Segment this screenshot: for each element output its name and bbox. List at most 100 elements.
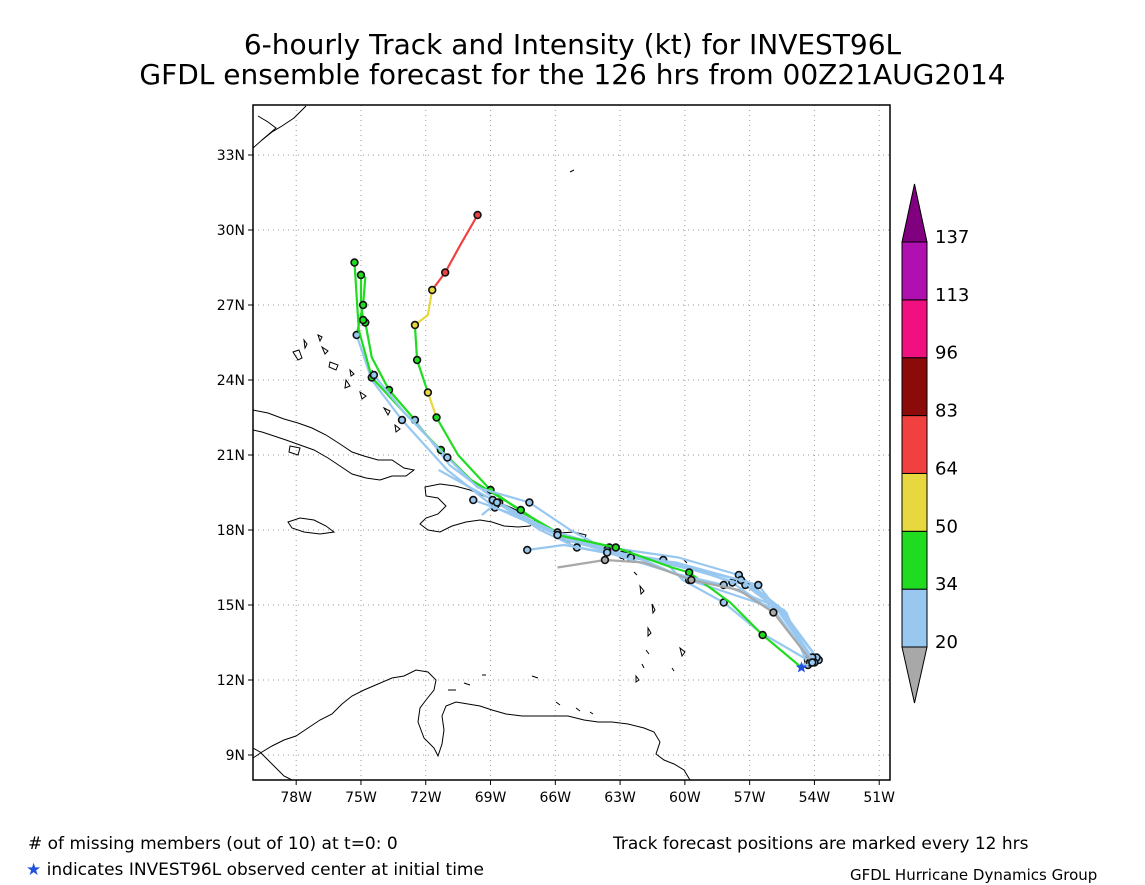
forecast-position-marker [492,498,502,507]
lat-tick-label: 21N [217,448,245,464]
bermuda [569,169,575,173]
intensity-colorbar: 20 34 50 64 83 96 113 137 [901,183,969,704]
forecast-position-marker [423,388,433,397]
forecast-position-marker [600,555,610,565]
forecast-position-marker [369,370,379,380]
track-member-7 [469,495,819,669]
forecast-position-marker [440,268,450,277]
observed-center-text: indicates INVEST96L observed center at i… [41,860,484,880]
us-east-coast [253,105,307,149]
positions-note: Track forecast positions are marked ever… [613,834,1029,854]
colorbar-label: 20 [935,632,958,653]
forecast-position-marker [358,300,368,310]
cuba-isle [288,445,301,456]
track-segment [431,214,479,291]
forecast-position-marker [410,320,420,330]
colorbar-label: 113 [935,285,969,306]
colorbar-bin [901,241,928,301]
track-segment [414,289,434,326]
forecast-position-marker [754,580,763,590]
lon-tick-label: 57W [734,790,766,806]
lat-tick-label: 30N [217,223,245,239]
forecast-position-marker [473,210,482,220]
map-frame [252,104,891,781]
axis-labels: 9N 12N 15N 18N 21N 24N 27N 30N 33N 78W 75W 72W 69W 66… [217,148,895,806]
forecast-position-marker [525,498,534,507]
colorbar-label: 137 [935,227,969,248]
credit-note: GFDL Hurricane Dynamics Group [850,866,1098,884]
forecast-position-marker [684,568,694,577]
track-segment [414,419,814,669]
track-member-8 [481,498,803,669]
track-segment [426,392,438,418]
central-america [253,747,293,780]
forecast-position-marker [516,505,525,515]
forecast-position-marker [469,495,478,505]
forecast-position-marker [602,548,612,557]
forecast-position-marker [412,355,422,365]
coastlines [253,105,691,780]
chart-subtitle: GFDL ensemble forecast for the 126 hrs f… [139,58,1006,91]
lon-tick-label: 72W [410,790,442,806]
forecast-position-marker [553,530,562,540]
lat-tick-label: 15N [217,598,245,614]
lat-tick-label: 18N [217,523,245,539]
forecast-position-marker [687,575,696,585]
observed-center-star [795,661,808,673]
colorbar-label: 64 [935,458,958,479]
us-coast-inlet [257,115,277,141]
colorbar-bin [901,415,928,474]
forecast-position-marker [523,545,532,555]
colorbar-label: 96 [935,343,958,364]
forecast-position-marker [432,413,441,422]
colorbar-bin [901,588,928,648]
lon-tick-label: 69W [475,790,507,806]
forecast-position-marker [808,658,817,667]
forecast-position-marker [356,270,366,280]
chart-title: 6-hourly Track and Intensity (kt) for IN… [243,28,902,61]
track-member-2 [361,318,817,669]
track-segment [472,498,816,669]
lat-tick-label: 12N [217,673,245,689]
graticule [253,105,890,780]
forecast-position-marker [611,543,620,552]
colorbar-bin [901,530,928,590]
colorbar-bin [901,472,928,532]
colorbar-bin [901,299,928,359]
jamaica [287,517,336,535]
missing-members-note: # of missing members (out of 10) at t=0:… [28,834,398,854]
lon-tick-label: 75W [345,790,377,806]
lon-tick-label: 60W [669,790,701,806]
lat-tick-label: 24N [217,373,245,389]
lat-tick-label: 9N [226,748,245,764]
forecast-position-marker [428,285,437,295]
forecast-tracks [350,210,823,673]
lon-tick-label: 54W [799,790,831,806]
colorbar-label: 50 [935,516,958,537]
lat-tick-label: 33N [217,148,245,164]
forecast-position-marker [443,453,452,462]
colorbar-bin [901,357,928,417]
observed-center-note: ★ indicates INVEST96L observed center at… [26,860,484,880]
colorbar-low-triangle [901,646,928,704]
bahamas-islands [292,334,401,433]
cuba [253,409,416,481]
colorbar-high-triangle [901,183,928,243]
forecast-position-marker [350,258,359,267]
track-segment [481,501,558,536]
track-segment [364,322,416,421]
lon-tick-label: 78W [280,790,312,806]
lon-tick-label: 51W [863,790,895,806]
colorbar-label: 83 [935,401,958,422]
track-segment [557,531,820,669]
south-america-coast [253,669,691,780]
forecast-position-marker [358,315,368,325]
star-icon: ★ [26,860,42,880]
forecast-position-marker [769,608,778,617]
lon-tick-label: 63W [604,790,636,806]
lon-tick-label: 66W [539,790,571,806]
forecast-position-marker [758,630,767,640]
colorbar-label: 34 [935,574,958,595]
abc-islands [448,674,594,715]
